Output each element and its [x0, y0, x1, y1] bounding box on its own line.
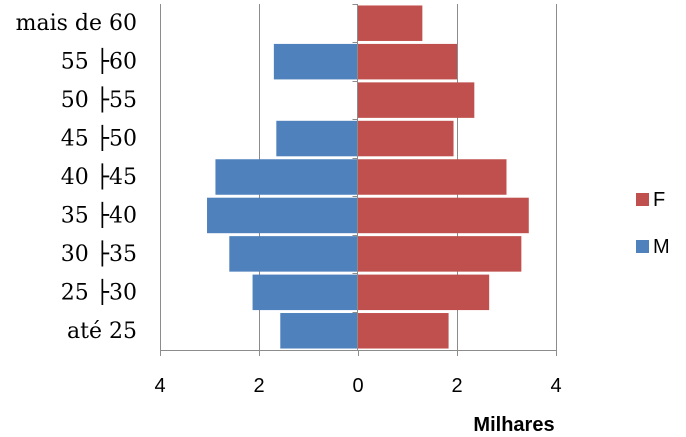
bar-f-0 [358, 5, 423, 41]
category-labels: mais de 60 55 ├60 50 ├55 45 ├50 40 ├45 35 ├40… [16, 11, 137, 344]
bar-m-3 [276, 120, 358, 157]
x-tick-label-3: 2 [451, 375, 462, 397]
category-label-5: 35 ├40 [61, 201, 137, 228]
bar-f-3 [358, 120, 454, 157]
bar-f-2 [358, 82, 475, 118]
bar-m-5 [207, 197, 358, 234]
bar-m-7 [252, 274, 358, 311]
x-tick-label-1: 2 [253, 375, 264, 397]
bar-m-1 [273, 43, 358, 80]
bar-m-8 [280, 313, 358, 349]
x-axis-title: Milhares [473, 414, 554, 436]
category-label-6: 30 ├35 [61, 240, 137, 267]
category-label-3: 45 ├50 [61, 125, 137, 152]
bar-f-6 [358, 236, 522, 272]
category-label-4: 40 ├45 [61, 163, 137, 190]
legend-label-f: F [653, 189, 665, 211]
legend-label-m: M [653, 236, 670, 258]
category-label-1: 55 ├60 [61, 48, 137, 75]
bar-f-5 [358, 197, 529, 234]
x-tick-label-4: 4 [550, 375, 561, 397]
axes [160, 4, 557, 356]
x-tick-label-0: 4 [154, 375, 165, 397]
bar-f-8 [358, 313, 449, 349]
bars [207, 5, 529, 349]
category-label-0: mais de 60 [16, 11, 137, 36]
legend-swatch-f [636, 193, 649, 206]
category-label-2: 50 ├55 [61, 86, 137, 113]
bar-m-6 [229, 236, 358, 272]
x-tick-label-2: 0 [352, 375, 363, 397]
legend: FM [636, 189, 670, 258]
bar-f-4 [358, 159, 507, 195]
category-label-7: 25 ├30 [61, 278, 137, 305]
bar-f-1 [358, 43, 457, 80]
legend-swatch-m [636, 240, 649, 253]
x-tick-labels: 4 2 0 2 4 [154, 375, 561, 397]
bar-m-4 [215, 159, 358, 195]
category-label-8: até 25 [67, 319, 137, 344]
bar-f-7 [358, 274, 490, 311]
